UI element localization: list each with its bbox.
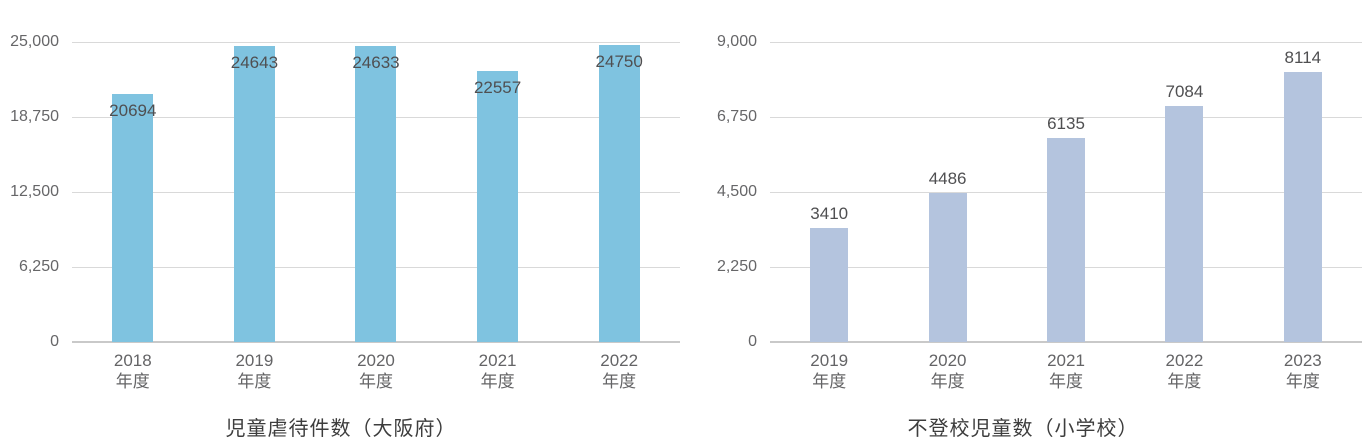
category-column: 6135 2021 年度 [1007, 42, 1125, 391]
bar: 4486 [928, 169, 967, 342]
value-label: 20694 [109, 100, 157, 120]
y-tick-label: 2,250 [716, 258, 757, 275]
bar-series: 20694 2018 年度 24643 2019 年度 24633 2020 年度 22557 20… [72, 42, 680, 391]
x-tick-label-line: 年度 [930, 372, 965, 391]
x-tick-label-line: 2020 [928, 351, 967, 370]
y-axis: 25,000 18,750 12,500 6,250 0 [0, 33, 72, 350]
y-axis: 9,000 6,750 4,500 2,250 0 [682, 33, 770, 350]
x-tick-label-line: 年度 [1049, 372, 1084, 391]
value-label: 3410 [810, 204, 849, 224]
value-label: 22557 [473, 78, 522, 98]
chart-school-refusal-children: 9,000 6,750 4,500 2,250 0 3410 2019 年度 4486 2020… [682, 0, 1364, 448]
value-label: 24633 [352, 53, 400, 73]
chart-body: 25,000 18,750 12,500 6,250 0 20694 2018 年度 2464… [0, 0, 682, 391]
bar: 20694 [109, 93, 157, 342]
category-column: 24643 2019 年度 [194, 42, 316, 391]
bar: 24633 [352, 46, 400, 342]
category-column: 24750 2022 年度 [558, 42, 680, 391]
bar: 24750 [595, 45, 643, 342]
x-tick-label-line: 年度 [1167, 372, 1202, 391]
x-tick-label: 2020 年度 [295, 350, 457, 392]
gridline [770, 42, 1362, 43]
gridline [770, 117, 1362, 118]
y-tick-label: 9,000 [716, 33, 757, 50]
plot-area: 20694 2018 年度 24643 2019 年度 24633 2020 年度 22557 20… [72, 42, 680, 391]
bar: 6135 [1047, 114, 1086, 342]
x-axis-line [770, 341, 1362, 343]
category-column: 7084 2022 年度 [1125, 42, 1243, 391]
y-tick-label: 0 [50, 333, 59, 350]
plot-area: 3410 2019 年度 4486 2020 年度 6135 2021 年度 7084 2022 年度… [770, 42, 1362, 391]
x-tick-label-line: 年度 [358, 372, 393, 391]
chart-body: 9,000 6,750 4,500 2,250 0 3410 2019 年度 4486 2020… [682, 0, 1364, 391]
x-tick-label-line: 2018 [113, 351, 152, 370]
value-label: 4486 [928, 168, 967, 188]
y-tick-label: 0 [748, 333, 757, 350]
x-tick-label-line: 2023 [1283, 351, 1322, 370]
x-tick-label: 2018 年度 [52, 350, 214, 392]
y-tick-label: 18,750 [10, 108, 59, 125]
x-tick-label-line: 年度 [1285, 372, 1320, 391]
x-tick-label-line: 年度 [115, 372, 150, 391]
x-tick-label-line: 年度 [237, 372, 272, 391]
bar-series: 3410 2019 年度 4486 2020 年度 6135 2021 年度 7084 2022 年度… [770, 42, 1362, 391]
bar: 3410 [810, 204, 849, 342]
y-tick-label: 12,500 [10, 183, 59, 200]
value-label: 7084 [1165, 81, 1204, 101]
x-tick-label-line: 2020 [357, 351, 395, 370]
chart-child-abuse-cases: 25,000 18,750 12,500 6,250 0 20694 2018 年度 2464… [0, 0, 682, 448]
x-tick-label-line: 2022 [600, 351, 639, 370]
x-tick-label: 2022 年度 [538, 350, 700, 392]
x-tick-label: 2021 年度 [417, 350, 579, 392]
x-tick-label-line: 2019 [810, 351, 849, 370]
x-tick-label-line: 2019 [235, 351, 274, 370]
category-column: 20694 2018 年度 [72, 42, 194, 391]
y-tick-label: 25,000 [10, 33, 59, 50]
bar: 8114 [1283, 48, 1322, 342]
x-tick-label-line: 年度 [812, 372, 847, 391]
chart-title: 不登校児童数（小学校） [907, 418, 1139, 440]
bar: 22557 [473, 71, 522, 342]
x-axis-line [72, 341, 680, 343]
chart-title: 児童虐待件数（大阪府） [225, 418, 457, 440]
y-tick-label: 4,500 [716, 183, 757, 200]
category-column: 3410 2019 年度 [770, 42, 888, 391]
value-label: 24750 [595, 52, 643, 71]
x-tick-label-line: 2022 [1165, 351, 1204, 370]
x-tick-label-line: 2021 [478, 351, 517, 370]
x-tick-label-line: 2021 [1047, 351, 1085, 370]
category-column: 22557 2021 年度 [437, 42, 559, 391]
x-tick-label: 2022 年度 [1105, 350, 1263, 392]
gridline [72, 42, 680, 43]
x-tick-label: 2021 年度 [987, 350, 1145, 392]
x-tick-label: 2020 年度 [868, 350, 1026, 392]
category-column: 8114 2023 年度 [1244, 42, 1362, 391]
x-tick-label-line: 年度 [480, 372, 515, 391]
x-tick-label: 2019 年度 [174, 350, 336, 392]
category-column: 4486 2020 年度 [888, 42, 1006, 391]
bar: 7084 [1165, 82, 1204, 342]
value-label: 6135 [1047, 113, 1085, 133]
x-tick-label: 2019 年度 [750, 350, 908, 392]
y-tick-label: 6,750 [716, 108, 757, 125]
x-tick-label-line: 年度 [602, 372, 637, 391]
bar: 24643 [230, 46, 279, 342]
value-label: 8114 [1284, 47, 1322, 67]
x-tick-label: 2023 年度 [1224, 350, 1365, 392]
category-column: 24633 2020 年度 [315, 42, 437, 391]
y-tick-label: 6,250 [18, 258, 59, 275]
value-label: 24643 [230, 53, 279, 73]
